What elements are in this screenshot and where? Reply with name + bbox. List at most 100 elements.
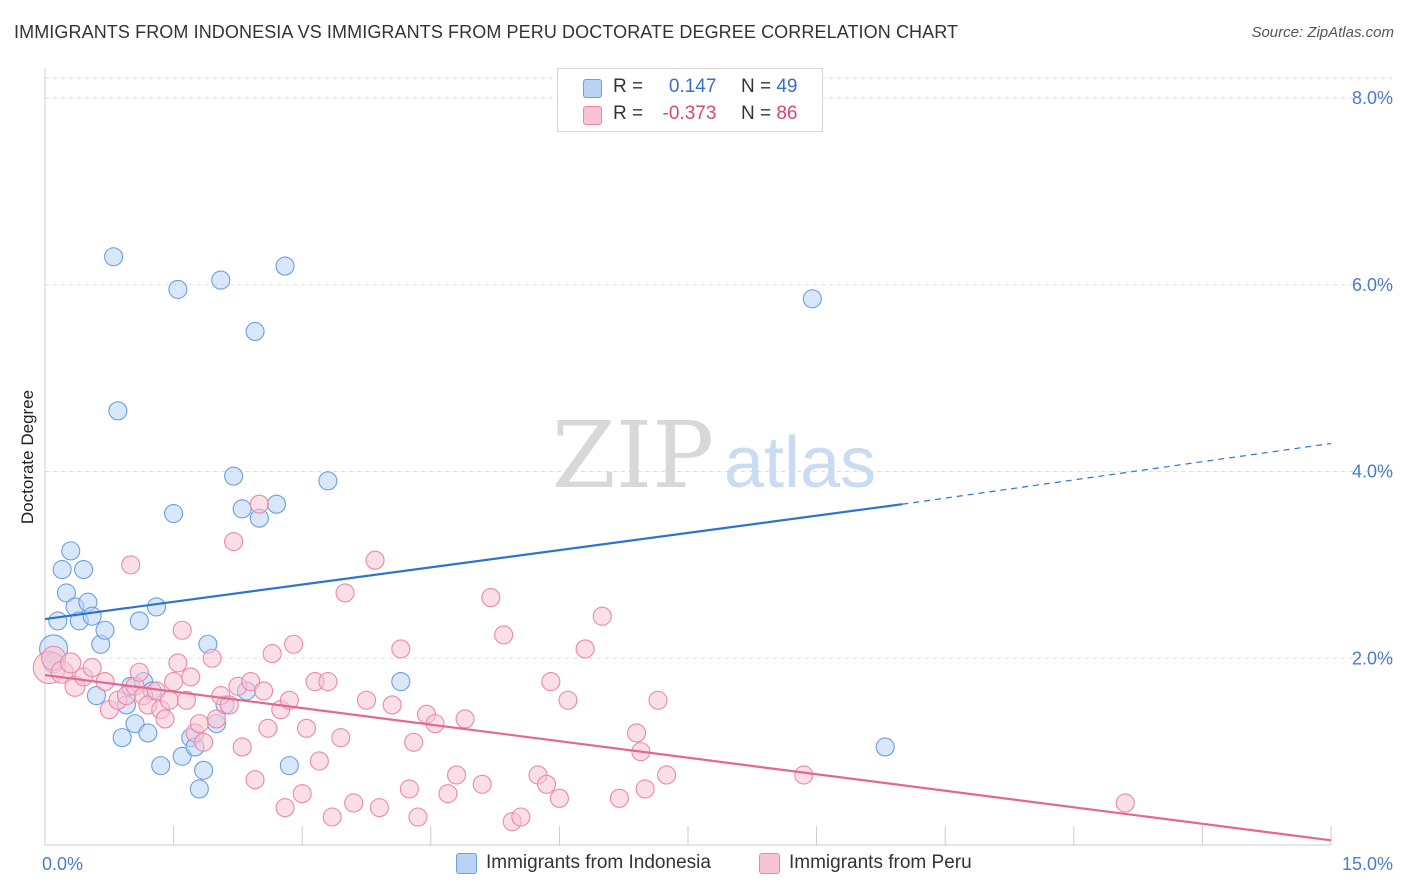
indonesia-point-46 bbox=[391, 672, 411, 692]
peru-point-84 bbox=[657, 765, 677, 785]
y-tick-label-3: 8.0% bbox=[1352, 88, 1393, 108]
indonesia-point-22 bbox=[138, 723, 158, 743]
indonesia-point-42 bbox=[266, 494, 287, 514]
peru-point-80 bbox=[627, 723, 647, 743]
peru-point-46 bbox=[296, 718, 317, 738]
peru-point-67 bbox=[472, 774, 492, 794]
indonesia-point-32 bbox=[194, 760, 214, 780]
indonesia-point-27 bbox=[168, 279, 188, 299]
indonesia-n-value: 49 bbox=[776, 76, 798, 97]
peru-point-21 bbox=[168, 653, 188, 673]
indonesia-trend-extension bbox=[902, 442, 1332, 505]
peru-point-60 bbox=[404, 732, 424, 752]
peru-point-13 bbox=[129, 662, 149, 682]
indonesia-point-15 bbox=[108, 401, 128, 421]
indonesia-swatch bbox=[583, 79, 602, 98]
x-tick-label-1: 15.0% bbox=[1342, 854, 1393, 874]
peru-n-label: N = bbox=[740, 103, 772, 124]
bottom-indonesia-swatch bbox=[456, 853, 477, 874]
y-tick-label-0: 2.0% bbox=[1352, 648, 1393, 668]
x-tick-label-0: 0.0% bbox=[42, 854, 83, 874]
peru-point-59 bbox=[399, 779, 419, 799]
peru-point-65 bbox=[446, 765, 467, 785]
peru-point-11 bbox=[121, 555, 141, 575]
peru-point-61 bbox=[408, 807, 428, 827]
peru-point-54 bbox=[356, 690, 377, 710]
peru-point-52 bbox=[335, 583, 355, 603]
peru-point-45 bbox=[292, 784, 312, 804]
peru-point-20 bbox=[164, 672, 184, 692]
indonesia-r-value: 0.147 bbox=[668, 76, 717, 97]
peru-point-42 bbox=[275, 798, 295, 818]
indonesia-point-37 bbox=[224, 466, 244, 486]
peru-point-34 bbox=[232, 737, 252, 757]
indonesia-point-47 bbox=[802, 289, 822, 309]
bottom-peru-swatch bbox=[759, 853, 780, 874]
peru-r-value: -0.373 bbox=[662, 103, 717, 124]
peru-point-64 bbox=[438, 784, 458, 804]
peru-point-83 bbox=[648, 690, 668, 710]
peru-point-68 bbox=[481, 588, 501, 608]
indonesia-point-38 bbox=[232, 499, 252, 519]
peru-point-79 bbox=[609, 788, 629, 808]
legend-text-peru: R = -0.373 N = 86 bbox=[613, 103, 797, 125]
chart-title: IMMIGRANTS FROM INDONESIA VS IMMIGRANTS … bbox=[14, 22, 959, 42]
peru-point-23 bbox=[176, 690, 197, 710]
indonesia-point-11 bbox=[86, 686, 106, 706]
indonesia-point-20 bbox=[129, 611, 149, 631]
indonesia-point-16 bbox=[112, 728, 132, 748]
peru-point-55 bbox=[365, 550, 385, 570]
indonesia-point-26 bbox=[164, 503, 184, 524]
peru-point-58 bbox=[391, 639, 411, 659]
peru-point-26 bbox=[189, 714, 209, 734]
indonesia-r-label: R = bbox=[613, 76, 644, 97]
peru-point-31 bbox=[219, 695, 239, 715]
peru-point-82 bbox=[635, 779, 655, 799]
peru-trend-line bbox=[44, 673, 1332, 842]
tick-label-layer: 2.0% 4.0% 6.0% 8.0% 0.0% 15.0% bbox=[42, 88, 1393, 874]
y-tick-label-2: 6.0% bbox=[1352, 275, 1393, 295]
peru-point-74 bbox=[541, 672, 561, 692]
indonesia-n-label: N = bbox=[740, 76, 772, 97]
indonesia-point-13 bbox=[95, 620, 115, 640]
peru-point-66 bbox=[455, 709, 475, 729]
indonesia-point-5 bbox=[61, 541, 81, 561]
peru-point-24 bbox=[181, 667, 201, 687]
watermark-zip: ZIP bbox=[552, 402, 714, 509]
peru-point-85 bbox=[794, 765, 814, 785]
peru-swatch bbox=[583, 106, 602, 125]
peru-point-27 bbox=[194, 732, 214, 752]
indonesia-point-2 bbox=[48, 611, 68, 631]
legend-text-indonesia: R = 0.147 N = 49 bbox=[613, 76, 797, 98]
peru-point-36 bbox=[245, 770, 265, 790]
peru-point-75 bbox=[549, 788, 569, 808]
indonesia-point-8 bbox=[74, 559, 94, 580]
peru-point-69 bbox=[494, 625, 514, 645]
peru-point-28 bbox=[202, 648, 222, 668]
indonesia-point-48 bbox=[875, 737, 895, 757]
peru-r-label: R = bbox=[613, 103, 644, 124]
peru-point-86 bbox=[1115, 793, 1135, 813]
peru-point-56 bbox=[369, 798, 389, 818]
axis-layer bbox=[44, 68, 1332, 846]
bottom-peru-label: Immigrants from Peru bbox=[789, 852, 972, 873]
indonesia-point-25 bbox=[151, 756, 171, 776]
stats-legend: R = 0.147 N = 49 R = -0.373 N = 86 bbox=[557, 68, 823, 132]
watermark-atlas: atlas bbox=[724, 423, 876, 503]
peru-point-78 bbox=[592, 606, 612, 626]
indonesia-point-19 bbox=[125, 714, 145, 734]
peru-point-19 bbox=[159, 690, 179, 710]
indonesia-point-24 bbox=[146, 597, 167, 617]
peru-point-49 bbox=[318, 672, 338, 692]
indonesia-point-35 bbox=[211, 270, 231, 290]
indonesia-point-3 bbox=[52, 559, 72, 580]
peru-point-48 bbox=[309, 751, 329, 771]
peru-point-43 bbox=[279, 690, 299, 710]
y-tick-label-1: 4.0% bbox=[1352, 462, 1393, 482]
peru-point-32 bbox=[224, 531, 244, 552]
peru-point-51 bbox=[331, 728, 351, 748]
source-label: Source: ZipAtlas.com bbox=[1251, 24, 1394, 41]
peru-point-40 bbox=[262, 644, 282, 664]
peru-point-6 bbox=[82, 658, 102, 678]
peru-point-71 bbox=[511, 807, 531, 827]
